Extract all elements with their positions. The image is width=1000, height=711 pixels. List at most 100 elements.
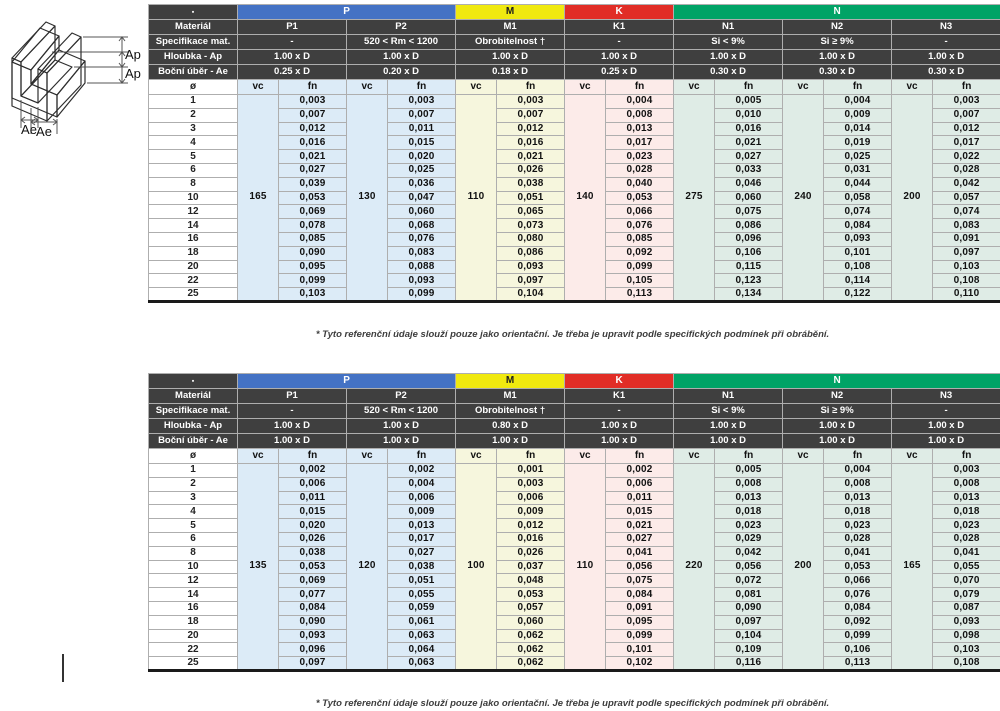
diameter-cell: 8 [148, 545, 238, 561]
fn-value: 0,041 [932, 545, 1000, 561]
vc-header: vc [237, 448, 279, 464]
fn-value: 0,084 [823, 218, 893, 233]
fn-value: 0,053 [605, 190, 675, 206]
fn-value: 0,028 [605, 162, 675, 178]
fn-header: fn [605, 448, 675, 464]
fn-value: 0,004 [386, 476, 457, 492]
footnote: * Tyto referenční údaje slouží pouze jak… [315, 329, 830, 340]
material-cell: K1 [564, 19, 675, 35]
row-label: Specifikace mat. [148, 34, 238, 50]
fn-value: 0,086 [496, 245, 566, 261]
vc-header: vc [891, 448, 934, 464]
spec-cell: Obrobitelnost † [455, 34, 566, 50]
table-row: 1 135 0,002 120 0,002 100 0,001 110 0,002 220 0,00… [148, 463, 1000, 671]
fn-value: 0,093 [496, 259, 566, 275]
fn-value: 0,006 [278, 476, 347, 492]
vc-header: vc [455, 448, 498, 464]
fn-value: 0,007 [496, 107, 566, 123]
fn-value: 0,066 [823, 573, 893, 589]
table-row: 1 165 0,003 130 0,003 110 0,003 140 0,004 275 0,00… [148, 94, 1000, 302]
fn-value: 0,058 [823, 190, 893, 206]
fn-value: 0,003 [496, 94, 566, 109]
fn-value: 0,091 [605, 600, 675, 616]
fn-value: 0,004 [605, 94, 675, 109]
fn-value: 0,041 [823, 545, 893, 561]
fn-value: 0,106 [823, 642, 893, 658]
vc-value: 135 [237, 463, 279, 671]
ap-cell: 1.00 x D [673, 49, 784, 65]
ap-cell: 1.00 x D [345, 49, 457, 65]
material-cell: K1 [564, 388, 675, 404]
fn-value: 0,099 [605, 259, 675, 275]
ae-cell: 0.30 x D [673, 64, 784, 80]
fn-header: fn [496, 79, 566, 95]
ap-cell: 1.00 x D [564, 49, 675, 65]
group-band-P: P [236, 373, 457, 389]
vc-header: vc [564, 79, 607, 95]
vc-value: 165 [237, 94, 279, 302]
fn-value: 0,079 [932, 587, 1000, 602]
fn-header: fn [386, 448, 457, 464]
vc-value: 110 [455, 94, 498, 302]
diameter-cell: 2 [148, 476, 238, 492]
fn-value: 0,044 [823, 176, 893, 192]
ae-dimension-label: Ae [21, 122, 37, 137]
table-row: 18 0,090 0,061 0,060 0,095 0,097 0,092 0,093 [148, 614, 1000, 630]
fn-value: 0,003 [496, 476, 566, 492]
diameter-cell: 14 [148, 218, 238, 233]
spec-cell: - [564, 403, 675, 419]
group-band-N: N [673, 373, 1000, 389]
row-label: Specifikace mat. [148, 403, 238, 419]
fn-value: 0,059 [386, 600, 457, 616]
fn-value: 0,002 [386, 463, 457, 478]
fn-value: 0,090 [278, 614, 347, 630]
fn-header: fn [823, 79, 893, 95]
spec-cell: - [237, 34, 347, 50]
fn-value: 0,075 [605, 573, 675, 589]
ae-cell: 0.18 x D [455, 64, 566, 80]
fn-value: 0,083 [932, 218, 1000, 233]
fn-value: 0,091 [932, 231, 1000, 247]
material-cell: P1 [237, 388, 347, 404]
fn-value: 0,114 [823, 273, 893, 289]
vc-value: 240 [782, 94, 825, 302]
u-channel-drawing: Ap Ae [11, 21, 141, 137]
fn-value: 0,003 [932, 463, 1000, 478]
row-label: Hloubka - Ap [148, 49, 238, 65]
fn-value: 0,021 [714, 135, 784, 151]
diameter-cell: 10 [148, 190, 238, 206]
fn-value: 0,104 [714, 628, 784, 644]
ap-cell: 1.00 x D [782, 49, 893, 65]
fn-value: 0,021 [605, 518, 675, 533]
fn-value: 0,023 [714, 518, 784, 533]
fn-value: 0,097 [714, 614, 784, 630]
fn-value: 0,108 [932, 273, 1000, 289]
fn-value: 0,042 [932, 176, 1000, 192]
material-cell: N1 [673, 388, 784, 404]
fn-value: 0,108 [823, 259, 893, 275]
diameter-cell: 1 [148, 463, 238, 478]
spec-cell: Obrobitelnost † [455, 403, 566, 419]
fn-value: 0,084 [823, 600, 893, 616]
ae-cell: 1.00 x D [564, 433, 675, 449]
spec-cell: - [891, 403, 1000, 419]
fn-value: 0,062 [496, 628, 566, 644]
vc-header: vc [455, 79, 498, 95]
fn-value: 0,027 [278, 162, 347, 178]
ap-cell: 1.00 x D [455, 49, 566, 65]
fn-value: 0,011 [278, 490, 347, 506]
cutting-data-table: ▪ P M K N Materiál P1 P2 M1 K1 N1 N2 N3 Specifikace m… [148, 4, 1000, 303]
ap-cell-row: Hloubka - Ap 1.00 x D 1.00 x D 1.00 x D 1.00… [148, 49, 1000, 65]
diameter-cell: 20 [148, 628, 238, 644]
fn-value: 0,093 [932, 614, 1000, 630]
fn-value: 0,068 [386, 218, 457, 233]
vc-value: 220 [673, 463, 716, 671]
fn-value: 0,010 [714, 107, 784, 123]
row-label: Hloubka - Ap [148, 418, 238, 434]
fn-value: 0,122 [823, 287, 893, 302]
fn-value: 0,016 [278, 135, 347, 151]
fn-value: 0,076 [823, 587, 893, 602]
fn-value: 0,027 [714, 149, 784, 164]
fn-value: 0,041 [605, 545, 675, 561]
ae-cell: 0.25 x D [564, 64, 675, 80]
